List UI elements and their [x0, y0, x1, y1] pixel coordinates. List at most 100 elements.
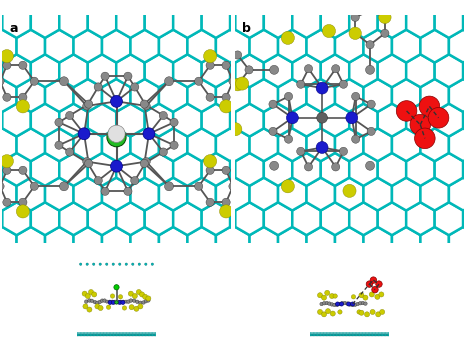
Polygon shape	[235, 104, 264, 137]
Polygon shape	[230, 153, 259, 186]
Circle shape	[124, 72, 132, 80]
Circle shape	[153, 334, 155, 336]
Circle shape	[137, 334, 139, 336]
Circle shape	[131, 263, 134, 266]
Polygon shape	[406, 202, 435, 235]
Circle shape	[129, 334, 130, 336]
Polygon shape	[88, 202, 116, 235]
Circle shape	[105, 300, 109, 303]
Circle shape	[92, 334, 94, 336]
Polygon shape	[406, 5, 435, 38]
Circle shape	[348, 332, 349, 334]
Circle shape	[325, 334, 327, 336]
Circle shape	[346, 302, 349, 306]
Circle shape	[321, 334, 323, 336]
Circle shape	[76, 334, 78, 336]
Polygon shape	[159, 227, 187, 260]
Polygon shape	[349, 153, 378, 186]
Polygon shape	[187, 0, 216, 13]
Circle shape	[55, 141, 63, 149]
Circle shape	[336, 332, 337, 334]
Circle shape	[132, 332, 133, 334]
Circle shape	[352, 332, 353, 334]
Polygon shape	[0, 30, 17, 63]
Circle shape	[376, 281, 382, 287]
Circle shape	[148, 332, 149, 334]
Circle shape	[139, 332, 140, 334]
Circle shape	[132, 293, 137, 298]
Polygon shape	[0, 252, 2, 285]
Circle shape	[85, 334, 87, 336]
Circle shape	[101, 72, 109, 80]
Circle shape	[109, 332, 110, 334]
Polygon shape	[173, 54, 202, 87]
Polygon shape	[307, 227, 335, 260]
Polygon shape	[17, 128, 45, 161]
Circle shape	[159, 148, 167, 156]
Circle shape	[325, 301, 329, 305]
Circle shape	[315, 332, 317, 334]
Circle shape	[348, 303, 352, 306]
Circle shape	[339, 80, 348, 88]
Circle shape	[153, 332, 155, 334]
Circle shape	[333, 303, 336, 307]
Polygon shape	[250, 30, 278, 63]
Polygon shape	[88, 54, 116, 87]
Circle shape	[373, 332, 375, 334]
Polygon shape	[207, 153, 235, 186]
Circle shape	[66, 148, 74, 156]
Circle shape	[338, 310, 342, 314]
Circle shape	[336, 334, 337, 336]
Circle shape	[108, 300, 111, 303]
Polygon shape	[420, 227, 449, 260]
Circle shape	[19, 198, 27, 206]
Circle shape	[3, 93, 11, 101]
Circle shape	[386, 332, 388, 334]
Circle shape	[370, 332, 372, 334]
Polygon shape	[230, 5, 259, 38]
Circle shape	[346, 334, 348, 336]
Circle shape	[114, 334, 116, 336]
Circle shape	[129, 332, 130, 334]
Circle shape	[0, 77, 4, 85]
Polygon shape	[463, 54, 466, 87]
Circle shape	[334, 334, 336, 336]
Polygon shape	[221, 30, 250, 63]
Polygon shape	[45, 79, 74, 112]
Circle shape	[327, 334, 329, 336]
Polygon shape	[449, 0, 466, 13]
Circle shape	[140, 159, 149, 167]
Polygon shape	[392, 30, 420, 63]
Polygon shape	[187, 227, 216, 260]
Polygon shape	[0, 104, 2, 137]
Circle shape	[330, 311, 336, 316]
Circle shape	[16, 205, 29, 218]
Polygon shape	[335, 227, 363, 260]
Circle shape	[311, 332, 313, 334]
Polygon shape	[192, 30, 221, 63]
Polygon shape	[45, 178, 74, 211]
Circle shape	[92, 263, 95, 266]
Circle shape	[164, 182, 173, 191]
Polygon shape	[235, 153, 264, 186]
Polygon shape	[449, 178, 466, 211]
Circle shape	[215, 49, 228, 61]
Circle shape	[287, 112, 298, 124]
Circle shape	[322, 295, 327, 300]
Circle shape	[129, 299, 133, 302]
Circle shape	[136, 290, 141, 295]
Circle shape	[144, 299, 148, 303]
Polygon shape	[0, 79, 17, 112]
Circle shape	[206, 61, 214, 69]
Polygon shape	[102, 227, 130, 260]
Circle shape	[376, 312, 381, 317]
Circle shape	[97, 334, 99, 336]
Polygon shape	[335, 79, 363, 112]
Polygon shape	[130, 178, 159, 211]
Polygon shape	[235, 252, 264, 285]
Polygon shape	[221, 128, 250, 161]
Polygon shape	[321, 54, 349, 87]
Circle shape	[229, 182, 237, 190]
Circle shape	[350, 302, 355, 306]
Circle shape	[204, 50, 217, 63]
